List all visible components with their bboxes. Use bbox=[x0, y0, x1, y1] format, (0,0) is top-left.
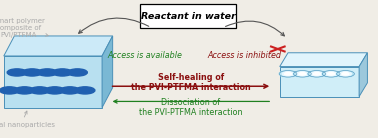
Circle shape bbox=[7, 69, 27, 76]
Text: Access is inhibited: Access is inhibited bbox=[207, 51, 281, 60]
Circle shape bbox=[22, 69, 42, 76]
Polygon shape bbox=[280, 67, 359, 97]
Text: Smart polymer
composite of
PVI/PTFMA: Smart polymer composite of PVI/PTFMA bbox=[0, 18, 48, 38]
FancyArrowPatch shape bbox=[112, 84, 268, 88]
Text: Access is available: Access is available bbox=[108, 51, 183, 60]
FancyBboxPatch shape bbox=[140, 4, 236, 28]
Circle shape bbox=[15, 87, 34, 94]
Circle shape bbox=[0, 87, 19, 94]
Text: Dissociation of
the PVI-PTFMA interaction: Dissociation of the PVI-PTFMA interactio… bbox=[139, 98, 243, 117]
Circle shape bbox=[279, 71, 297, 77]
Circle shape bbox=[297, 72, 308, 76]
Circle shape bbox=[328, 73, 335, 75]
Circle shape bbox=[308, 71, 325, 77]
Circle shape bbox=[299, 73, 306, 75]
Circle shape bbox=[68, 69, 87, 76]
Text: Self-healing of
the PVI-PTFMA interaction: Self-healing of the PVI-PTFMA interactio… bbox=[131, 73, 251, 92]
Circle shape bbox=[285, 73, 291, 75]
Circle shape bbox=[342, 73, 349, 75]
FancyArrowPatch shape bbox=[79, 18, 149, 33]
Circle shape bbox=[60, 87, 80, 94]
Polygon shape bbox=[4, 36, 113, 56]
Circle shape bbox=[30, 87, 50, 94]
Circle shape bbox=[311, 72, 322, 76]
FancyArrowPatch shape bbox=[114, 100, 270, 103]
Polygon shape bbox=[4, 56, 102, 108]
Circle shape bbox=[294, 71, 311, 77]
Circle shape bbox=[313, 73, 320, 75]
Polygon shape bbox=[359, 53, 367, 97]
Circle shape bbox=[322, 71, 340, 77]
Circle shape bbox=[53, 69, 72, 76]
Circle shape bbox=[37, 69, 57, 76]
Circle shape bbox=[75, 87, 95, 94]
Circle shape bbox=[340, 72, 351, 76]
Circle shape bbox=[325, 72, 337, 76]
Circle shape bbox=[282, 72, 294, 76]
Circle shape bbox=[45, 87, 65, 94]
Text: Reactant in water: Reactant in water bbox=[141, 12, 235, 21]
Text: Metal nanoparticles: Metal nanoparticles bbox=[0, 111, 55, 128]
Circle shape bbox=[337, 71, 354, 77]
FancyArrowPatch shape bbox=[226, 21, 284, 36]
Polygon shape bbox=[280, 53, 367, 67]
Polygon shape bbox=[102, 36, 113, 108]
